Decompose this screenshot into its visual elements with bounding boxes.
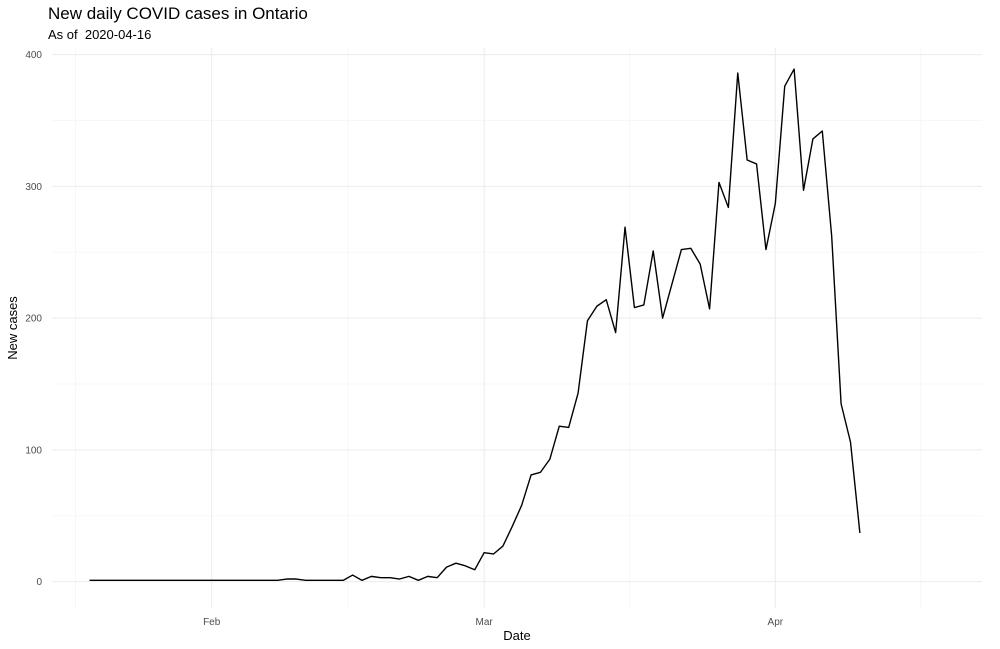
x-axis-tick-labels: Feb Mar Apr — [203, 617, 784, 628]
x-axis-title: Date — [503, 628, 530, 643]
y-axis-title: New cases — [5, 296, 20, 360]
minor-gridlines — [52, 48, 982, 608]
chart-subtitle: As of 2020-04-16 — [48, 27, 152, 42]
x-tick-label: Mar — [476, 617, 494, 628]
chart-title: New daily COVID cases in Ontario — [48, 4, 308, 23]
y-tick-label: 100 — [25, 445, 42, 456]
y-axis-tick-labels: 0 100 200 300 400 — [25, 50, 42, 588]
y-tick-label: 0 — [36, 577, 42, 588]
y-tick-label: 200 — [25, 314, 42, 325]
series-line — [89, 68, 861, 582]
x-tick-label: Feb — [203, 617, 221, 628]
y-tick-label: 300 — [25, 182, 42, 193]
x-tick-label: Apr — [768, 617, 784, 628]
y-tick-label: 400 — [25, 50, 42, 61]
major-gridlines — [52, 48, 982, 608]
